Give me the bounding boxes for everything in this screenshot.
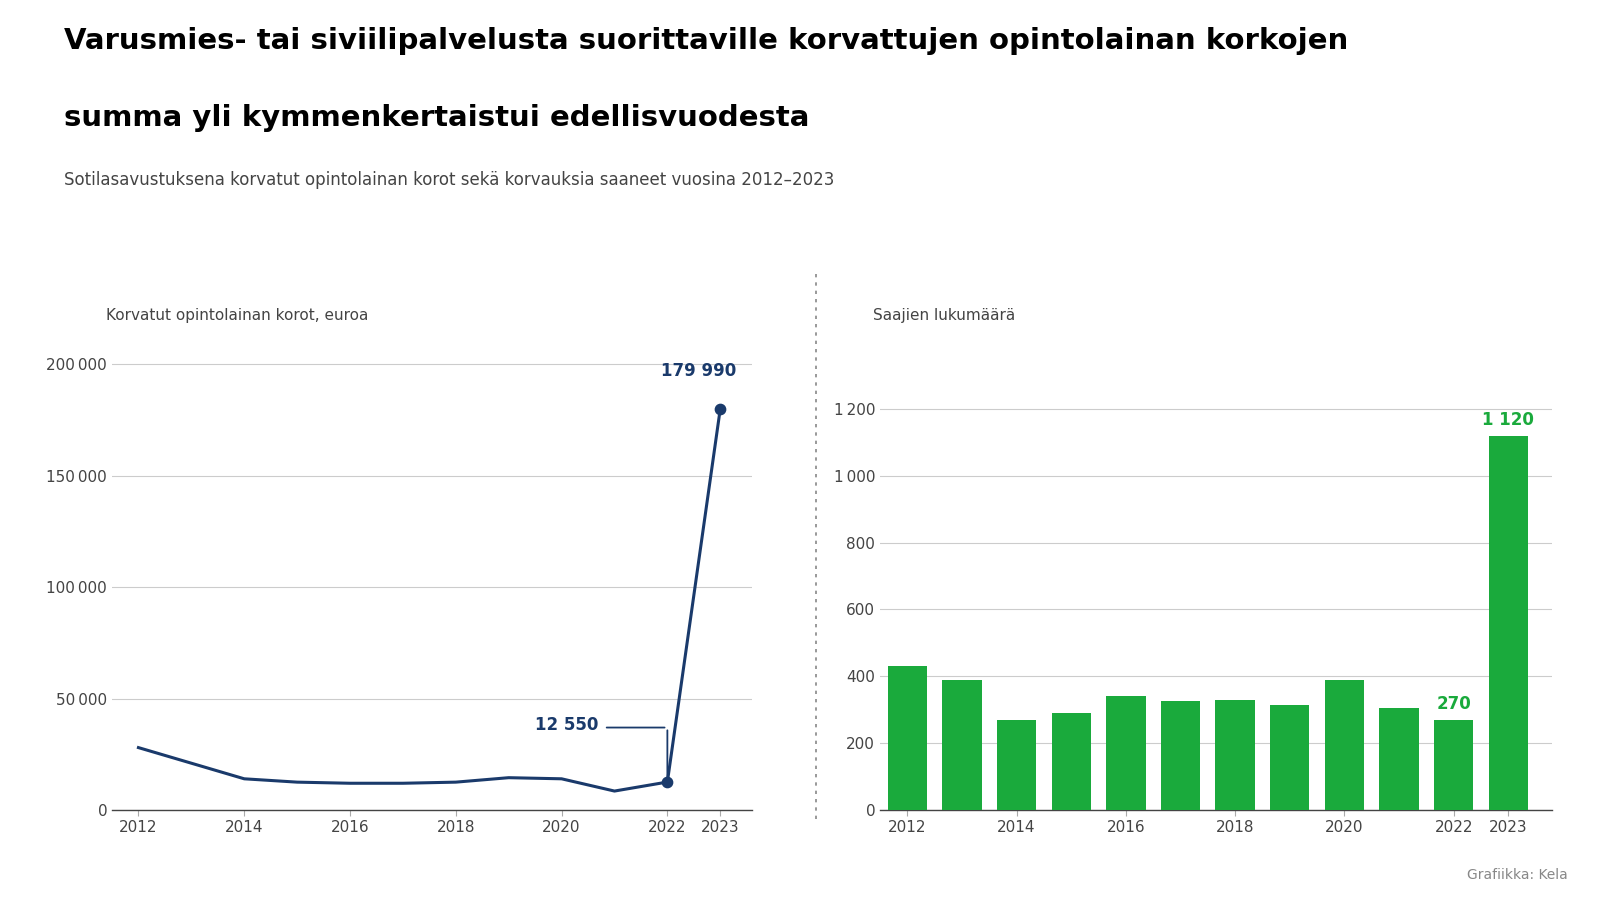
- Text: Sotilasavustuksena korvatut opintolainan korot sekä korvauksia saaneet vuosina 2: Sotilasavustuksena korvatut opintolainan…: [64, 171, 834, 189]
- Text: Varusmies- tai siviilipalvelusta suorittaville korvattujen opintolainan korkojen: Varusmies- tai siviilipalvelusta suoritt…: [64, 27, 1349, 55]
- Point: [707, 401, 733, 416]
- Text: 12 550: 12 550: [536, 716, 598, 734]
- Text: summa yli kymmenkertaistui edellisvuodesta: summa yli kymmenkertaistui edellisvuodes…: [64, 104, 810, 131]
- Bar: [1488, 436, 1528, 810]
- Bar: [942, 680, 982, 810]
- Bar: [1051, 713, 1091, 810]
- Bar: [1216, 699, 1254, 810]
- Bar: [1270, 705, 1309, 810]
- Bar: [997, 720, 1037, 810]
- Bar: [1379, 708, 1419, 810]
- Text: Saajien lukumäärä: Saajien lukumäärä: [874, 309, 1016, 323]
- Text: Grafiikka: Kela: Grafiikka: Kela: [1467, 868, 1568, 882]
- Bar: [1434, 720, 1474, 810]
- Text: 179 990: 179 990: [661, 362, 736, 380]
- Point: [654, 775, 680, 789]
- Text: 1 120: 1 120: [1482, 411, 1534, 429]
- Text: Korvatut opintolainan korot, euroa: Korvatut opintolainan korot, euroa: [106, 309, 368, 323]
- Bar: [1325, 680, 1365, 810]
- Bar: [1106, 697, 1146, 810]
- Text: 270: 270: [1437, 695, 1470, 713]
- Bar: [1162, 701, 1200, 810]
- Bar: [888, 666, 926, 810]
